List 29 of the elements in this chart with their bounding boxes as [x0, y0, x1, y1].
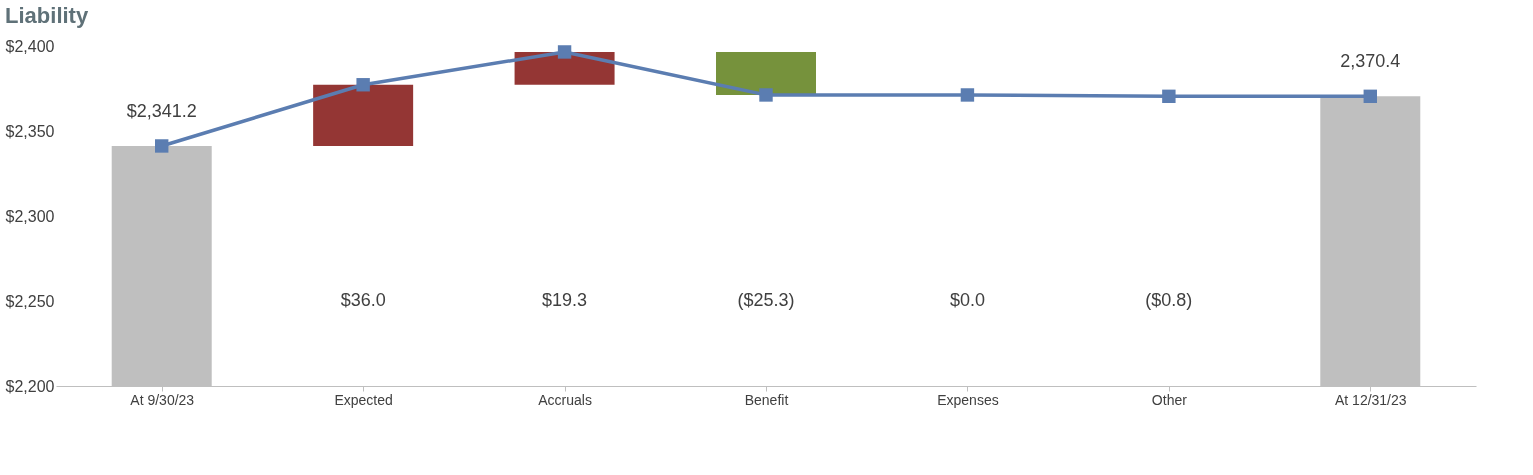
point	[1162, 89, 1176, 104]
annotation: $36.0	[340, 290, 386, 310]
point	[155, 139, 169, 153]
y-tick-label: $2,350	[5, 122, 55, 140]
point	[557, 45, 572, 59]
y-tick-label: $2,400	[5, 37, 55, 55]
y-tick-label: $2,300	[5, 207, 55, 225]
point	[1363, 89, 1377, 104]
x-tick-label: Other	[1151, 391, 1188, 408]
annotation: $0.0	[949, 290, 985, 310]
x-tick-label: Benefit	[744, 391, 789, 408]
point	[759, 88, 773, 102]
point	[356, 78, 370, 92]
bar	[716, 51, 816, 95]
chart-title: Liability	[5, 3, 89, 28]
x-tick-label: Accruals	[538, 391, 592, 408]
y-tick-label: $2,200	[5, 377, 55, 395]
bar	[313, 84, 414, 146]
data-label: $2,341.2	[126, 100, 197, 121]
x-tick-label: At 9/30/23	[130, 391, 195, 408]
y-tick-label: $2,250	[5, 292, 55, 310]
x-tick-label: Expected	[334, 391, 393, 408]
annotation: $19.3	[542, 290, 588, 310]
x-tick-label: At 12/31/23	[1334, 391, 1407, 408]
x-tick-label: Expenses	[937, 391, 999, 408]
annotation: ($25.3)	[737, 290, 795, 310]
data-label: 2,370.4	[1340, 51, 1401, 72]
point	[960, 88, 975, 102]
annotation: ($0.8)	[1145, 290, 1193, 310]
